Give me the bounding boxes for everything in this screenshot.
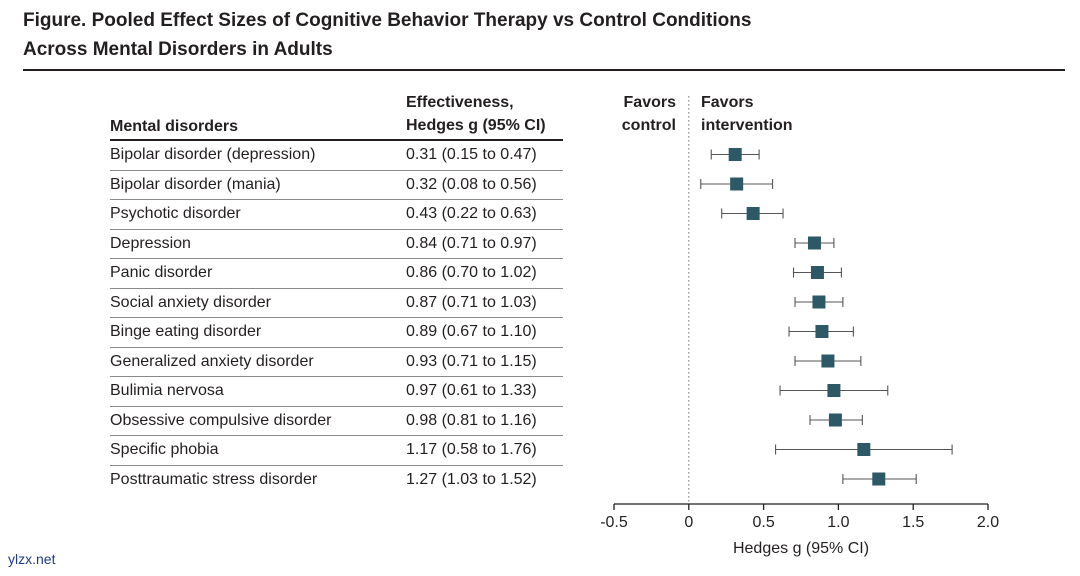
point-estimate-marker [872, 472, 886, 486]
row-divider [110, 376, 563, 377]
favors-control-line2: control [621, 117, 676, 134]
disorder-label: Bulimia nervosa [110, 382, 224, 399]
column-header-effectiveness-line2: Hedges g (95% CI) [406, 117, 546, 134]
row-divider [110, 199, 563, 200]
point-estimate-marker [807, 236, 821, 250]
point-estimate-marker [815, 325, 829, 338]
favors-intervention-line2: intervention [701, 117, 793, 134]
row-divider [110, 464, 563, 466]
effect-value: 0.98 (0.81 to 1.16) [406, 411, 537, 429]
disorder-label: Social anxiety disorder [110, 293, 271, 311]
disorder-label: Specific phobia [110, 441, 219, 458]
point-estimate-marker [857, 443, 871, 456]
watermark: ylzx.net [8, 551, 56, 567]
favors-intervention-label: Favors intervention [701, 91, 793, 137]
figure-title-line2: Across Mental Disorders in Adults [23, 39, 333, 60]
effect-value: 1.27 (1.03 to 1.52) [406, 470, 537, 488]
x-tick-label: 1.0 [827, 514, 849, 531]
row-divider [110, 139, 563, 141]
effect-value: 0.89 (0.67 to 1.10) [406, 323, 537, 340]
effect-value: 0.31 (0.15 to 0.47) [406, 146, 537, 163]
effect-value: 0.87 (0.71 to 1.03) [406, 293, 537, 311]
column-header-effectiveness-line1: Effectiveness, [406, 94, 514, 111]
row-divider [110, 228, 563, 230]
favors-intervention-line1: Favors [701, 94, 754, 111]
title-rule [23, 69, 1065, 71]
disorder-label: Obsessive compulsive disorder [110, 411, 332, 429]
effect-value: 0.86 (0.70 to 1.02) [406, 264, 537, 281]
point-estimate-marker [728, 148, 742, 161]
point-estimate-marker [810, 266, 824, 279]
favors-control-line1: Favors [623, 94, 676, 111]
disorder-label: Depression [110, 234, 191, 252]
row-divider [110, 169, 563, 171]
disorder-label: Posttraumatic stress disorder [110, 470, 318, 488]
x-tick-label: -0.5 [600, 514, 628, 531]
row-divider [110, 258, 563, 259]
effect-value: 1.17 (0.58 to 1.76) [406, 441, 537, 458]
disorder-label: Bipolar disorder (mania) [110, 175, 281, 193]
x-axis-title: Hedges g (95% CI) [733, 540, 869, 557]
effect-value: 0.97 (0.61 to 1.33) [406, 382, 537, 399]
favors-control-label: Favors control [622, 91, 676, 137]
point-estimate-marker [821, 354, 835, 368]
row-divider [110, 405, 563, 407]
effect-value: 0.93 (0.71 to 1.15) [406, 352, 537, 370]
x-tick-label: 1.5 [902, 514, 924, 531]
point-estimate-marker [828, 413, 842, 427]
column-header-effectiveness: Effectiveness, Hedges g (95% CI) [406, 91, 546, 137]
row-divider [110, 287, 563, 289]
effect-value: 0.84 (0.71 to 0.97) [406, 234, 537, 252]
figure-title-line1: Figure. Pooled Effect Sizes of Cognitive… [23, 10, 752, 31]
x-tick-label: 0 [684, 514, 693, 531]
disorder-label: Binge eating disorder [110, 323, 262, 340]
point-estimate-marker [730, 177, 744, 191]
disorder-label: Panic disorder [110, 264, 213, 281]
disorder-label: Psychotic disorder [110, 205, 241, 222]
x-tick-label: 2.0 [977, 514, 999, 531]
effect-value: 0.43 (0.22 to 0.63) [406, 205, 537, 222]
column-header-disorders: Mental disorders [110, 118, 239, 135]
row-divider [110, 346, 563, 348]
row-divider [110, 435, 563, 436]
row-divider [110, 317, 563, 318]
effect-value: 0.32 (0.08 to 0.56) [406, 175, 537, 193]
disorder-label: Generalized anxiety disorder [110, 352, 314, 370]
point-estimate-marker [827, 384, 841, 397]
figure-title: Figure. Pooled Effect Sizes of Cognitive… [23, 6, 751, 64]
point-estimate-marker [812, 295, 826, 309]
point-estimate-marker [746, 207, 760, 220]
disorder-label: Bipolar disorder (depression) [110, 146, 316, 163]
x-tick-label: 0.5 [752, 514, 774, 531]
